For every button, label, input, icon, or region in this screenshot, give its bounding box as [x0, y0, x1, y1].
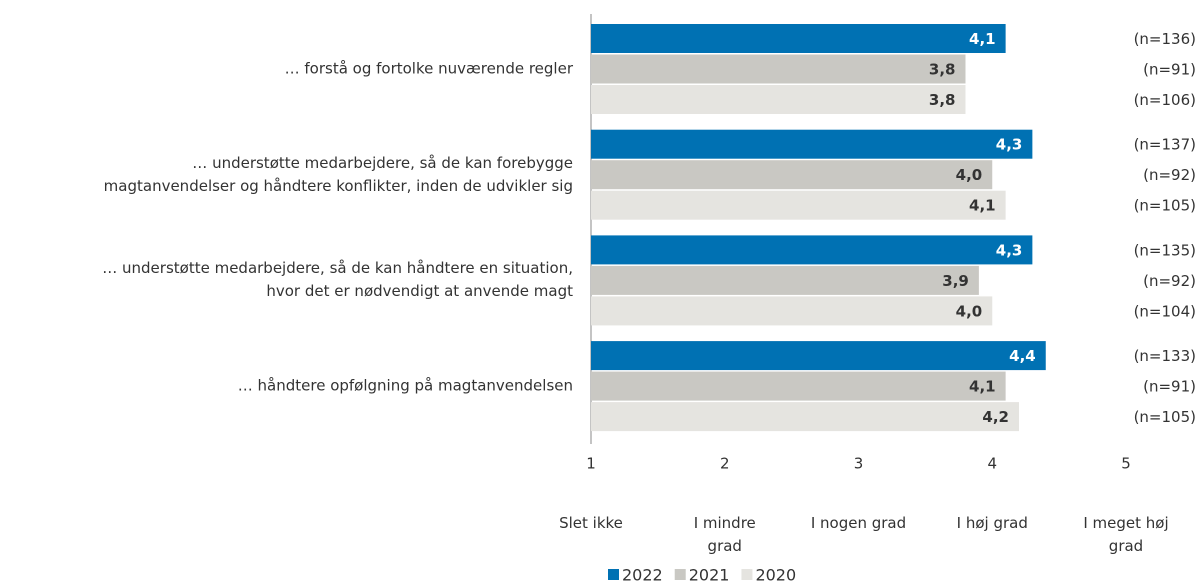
x-tick-label: 4 [987, 455, 997, 473]
n-label: (n=137) [1134, 136, 1196, 154]
x-tick-label: 2 [720, 455, 730, 473]
bar [591, 296, 993, 326]
value-label: 4,0 [956, 166, 983, 184]
scale-label: I meget høj grad [1083, 514, 1169, 555]
n-label: (n=105) [1134, 197, 1196, 215]
bar [591, 265, 979, 295]
category-label: … forstå og fortolke nuværende regler [284, 59, 573, 78]
bar [591, 341, 1046, 371]
value-label: 4,1 [969, 378, 996, 396]
bar [591, 371, 1006, 401]
n-label: (n=92) [1143, 272, 1196, 290]
bar [591, 235, 1033, 265]
value-label: 3,9 [942, 272, 969, 290]
scale-label: I høj grad [956, 514, 1028, 532]
legend-swatch [608, 569, 619, 580]
value-label: 4,1 [969, 197, 996, 215]
bar [591, 24, 1006, 53]
value-label: 3,8 [929, 61, 956, 79]
scale-label: I mindre grad [693, 514, 756, 555]
value-label: 4,1 [969, 30, 996, 48]
value-label: 4,3 [996, 241, 1023, 259]
bar [591, 129, 1033, 159]
n-label: (n=136) [1134, 30, 1196, 48]
value-label: 3,8 [929, 91, 956, 109]
n-label: (n=92) [1143, 166, 1196, 184]
category-label: … understøtte medarbejdere, så de kan fo… [103, 153, 573, 195]
scale-label: I nogen grad [810, 514, 907, 532]
legend-swatch [674, 569, 686, 580]
x-tick-label: 3 [854, 455, 864, 473]
scale-label: Slet ikke [559, 514, 623, 532]
n-label: (n=104) [1134, 302, 1196, 320]
value-label: 4,2 [982, 408, 1009, 426]
legend-label: 2022 [622, 566, 663, 583]
category-label: … håndtere opfølgning på magtanvendelsen [237, 376, 573, 395]
legend-swatch [741, 569, 753, 580]
x-tick-label: 1 [586, 455, 596, 473]
n-label: (n=105) [1134, 408, 1196, 426]
n-label: (n=91) [1143, 378, 1196, 396]
x-tick-label: 5 [1121, 455, 1131, 473]
n-label: (n=133) [1134, 347, 1196, 365]
value-label: 4,4 [1009, 347, 1036, 365]
n-label: (n=106) [1134, 91, 1196, 109]
n-label: (n=91) [1143, 61, 1196, 79]
bar [591, 160, 993, 190]
value-label: 4,0 [956, 302, 983, 320]
legend-label: 2021 [689, 566, 730, 583]
bar [591, 190, 1006, 220]
bar [591, 85, 966, 114]
legend-label: 2020 [755, 566, 796, 583]
bar [591, 54, 966, 84]
category-label: … understøtte medarbejdere, så de kan hå… [102, 259, 573, 301]
bar [591, 402, 1019, 432]
n-label: (n=135) [1134, 241, 1196, 259]
value-label: 4,3 [996, 136, 1023, 154]
